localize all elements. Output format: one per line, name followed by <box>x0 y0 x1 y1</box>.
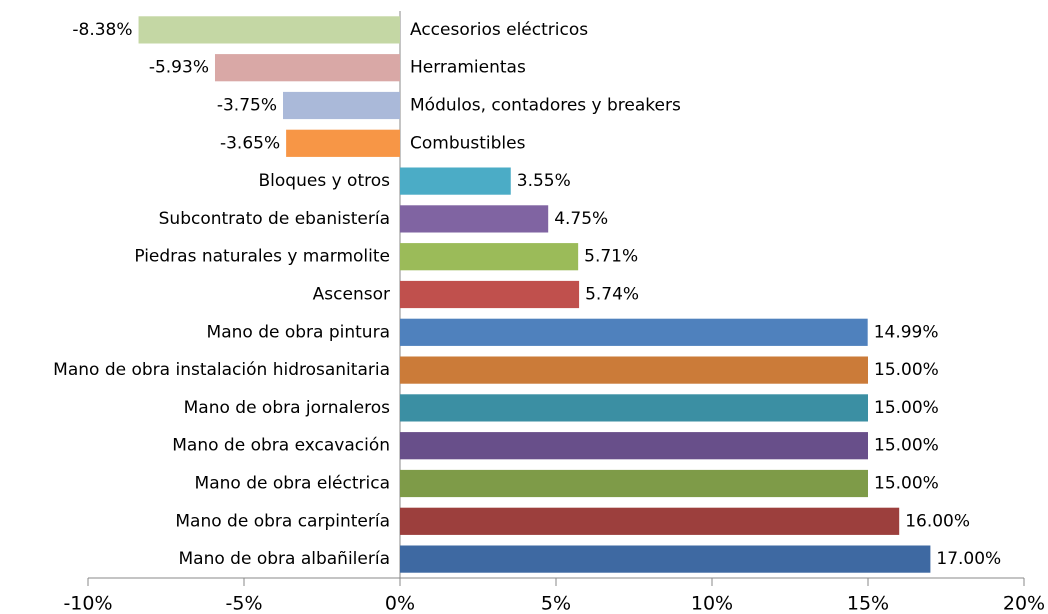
bar <box>400 280 580 309</box>
bar <box>283 91 400 120</box>
bar <box>400 469 868 498</box>
bar <box>400 545 931 573</box>
bar <box>400 507 900 535</box>
category-label: Mano de obra instalación hidrosanitaria <box>53 360 390 380</box>
category-label: Subcontrato de ebanistería <box>159 209 390 229</box>
value-label: 3.55% <box>517 171 571 191</box>
bar <box>400 243 579 271</box>
x-tick-label: 15% <box>847 593 889 614</box>
category-label: Ascensor <box>313 285 390 305</box>
value-label: 15.00% <box>874 398 939 418</box>
value-label: -3.75% <box>217 96 277 116</box>
value-label: 14.99% <box>874 322 939 342</box>
x-tick-label: -5% <box>226 593 263 614</box>
category-label: Bloques y otros <box>259 171 391 191</box>
value-label: 15.00% <box>874 436 939 456</box>
x-tick-label: 0% <box>385 593 415 614</box>
bar <box>400 394 868 422</box>
bar <box>400 167 511 195</box>
category-label: Módulos, contadores y breakers <box>410 96 681 116</box>
bar <box>400 318 868 346</box>
category-label: Accesorios eléctricos <box>410 20 588 40</box>
bar <box>286 129 400 157</box>
category-label: Mano de obra carpintería <box>175 511 390 531</box>
bar <box>400 356 868 384</box>
bar <box>214 54 400 82</box>
value-label: 5.71% <box>584 247 638 267</box>
x-tick-label: 20% <box>1003 593 1045 614</box>
category-label: Combustibles <box>410 133 526 153</box>
category-label: Mano de obra jornaleros <box>184 398 391 418</box>
value-label: -8.38% <box>72 20 132 40</box>
value-label: 17.00% <box>936 549 1001 569</box>
value-label: -3.65% <box>220 133 280 153</box>
value-label: 15.00% <box>874 474 939 494</box>
bar <box>400 432 868 460</box>
category-label: Herramientas <box>410 58 526 78</box>
value-label: 5.74% <box>585 285 639 305</box>
bar <box>138 16 400 44</box>
category-label: Mano de obra pintura <box>207 322 390 342</box>
category-label: Mano de obra excavación <box>172 436 390 456</box>
value-label: 16.00% <box>905 511 970 531</box>
x-tick-label: 5% <box>541 593 571 614</box>
category-label: Mano de obra albañilería <box>179 549 390 569</box>
value-label: 15.00% <box>874 360 939 380</box>
value-label: 4.75% <box>554 209 608 229</box>
category-label: Mano de obra eléctrica <box>195 474 390 494</box>
x-tick-label: 10% <box>691 593 733 614</box>
category-label: Piedras naturales y marmolite <box>134 247 390 267</box>
bar <box>400 205 549 233</box>
x-tick-label: -10% <box>63 593 112 614</box>
value-label: -5.93% <box>149 58 209 78</box>
